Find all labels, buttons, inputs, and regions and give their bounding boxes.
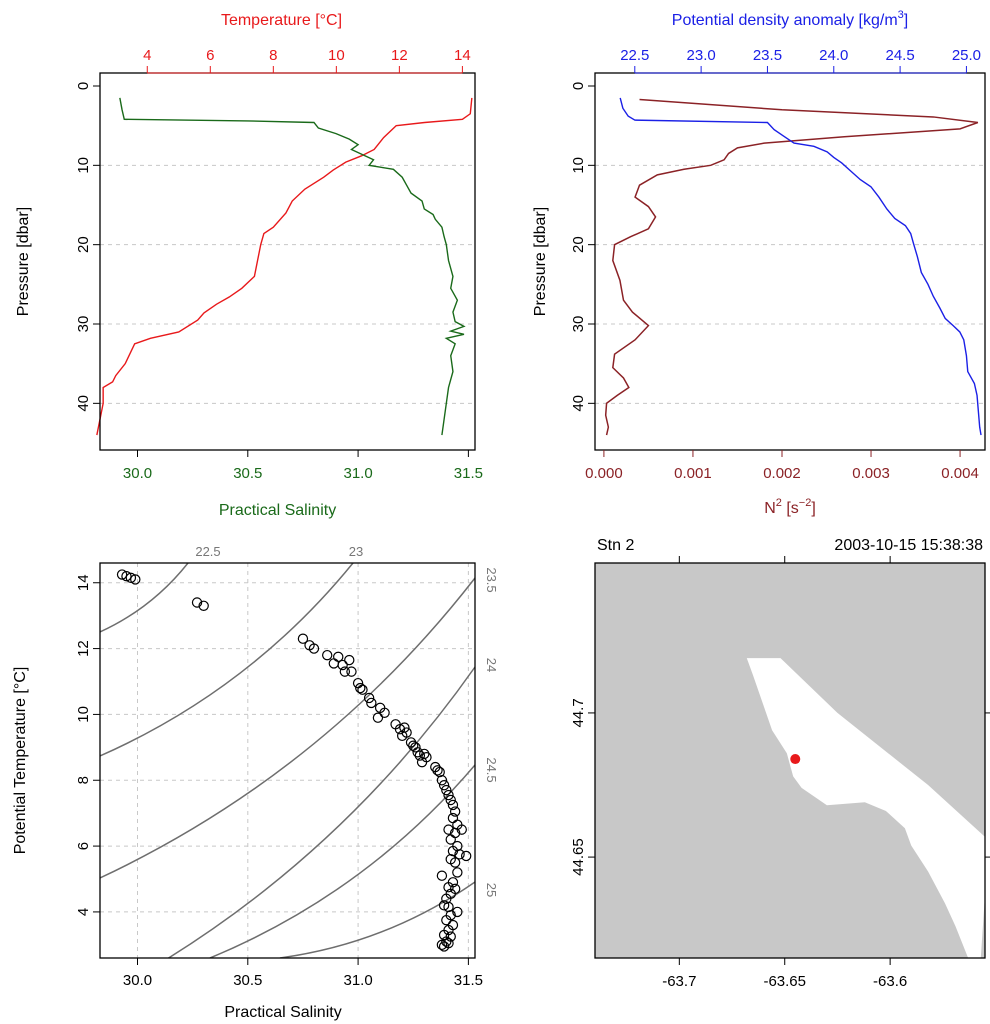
y-tick-label: 10 xyxy=(75,706,92,723)
y-tick-label: 8 xyxy=(75,776,92,784)
bottom-axis-label: Practical Salinity xyxy=(219,502,336,519)
y-tick-label: 0 xyxy=(570,82,587,90)
y-tick-label: 40 xyxy=(570,395,587,412)
top-tick-label: 10 xyxy=(328,47,345,64)
top-tick-label: 6 xyxy=(206,47,214,64)
y-tick-label: 10 xyxy=(75,157,92,174)
data-point xyxy=(453,868,462,877)
bottom-tick-label: 0.001 xyxy=(674,465,712,482)
bottom-tick-label: 30.0 xyxy=(123,465,152,482)
series-line-salinity xyxy=(120,98,464,435)
y-axis-label: Potential Temperature [°C] xyxy=(12,667,29,855)
x-tick-label: 30.0 xyxy=(123,972,152,989)
x-tick-label: -63.7 xyxy=(662,973,696,990)
data-point xyxy=(345,656,354,665)
y-tick-label: 44.7 xyxy=(570,698,587,727)
isopycnal-label: 22.5 xyxy=(195,544,220,559)
top-tick-label: 8 xyxy=(269,47,277,64)
y-tick-label: 12 xyxy=(75,640,92,657)
station-marker xyxy=(790,754,800,764)
y-tick-label: 20 xyxy=(570,236,587,253)
x-tick-label: -63.65 xyxy=(763,973,806,990)
top-tick-label: 12 xyxy=(391,47,408,64)
top-tick-label: 23.0 xyxy=(687,47,716,64)
bottom-tick-label: 0.000 xyxy=(585,465,623,482)
station-datetime: 2003-10-15 15:38:38 xyxy=(834,537,983,554)
series-line-density xyxy=(620,98,981,435)
bottom-tick-label: 31.0 xyxy=(343,465,372,482)
y-tick-label: 0 xyxy=(75,82,92,90)
isopycnal-label: 24.5 xyxy=(484,757,499,782)
data-point xyxy=(462,851,471,860)
x-tick-label: 30.5 xyxy=(233,972,262,989)
y-tick-label: 10 xyxy=(570,157,587,174)
y-tick-label: 6 xyxy=(75,842,92,850)
top-tick-label: 4 xyxy=(143,47,151,64)
data-point xyxy=(437,871,446,880)
bottom-axis-label-sup2: −2 xyxy=(799,497,812,509)
y-tick-label: 40 xyxy=(75,395,92,412)
bottom-axis-label-close: ] xyxy=(811,500,815,517)
bottom-axis-label-mid: [s xyxy=(782,500,799,517)
top-axis-label-end: ] xyxy=(904,12,908,29)
isopycnal-line xyxy=(100,667,475,998)
data-point xyxy=(347,667,356,676)
isopycnal-label: 25 xyxy=(484,883,499,897)
bottom-tick-label: 30.5 xyxy=(233,465,262,482)
y-tick-label: 4 xyxy=(75,908,92,916)
isopycnal-label: 23.5 xyxy=(484,567,499,592)
y-axis-label: Pressure [dbar] xyxy=(15,207,32,316)
y-tick-label: 20 xyxy=(75,236,92,253)
data-point xyxy=(323,651,332,660)
y-tick-label: 14 xyxy=(75,574,92,591)
x-tick-label: -63.6 xyxy=(873,973,907,990)
top-axis-label: Potential density anomaly [kg/m3] xyxy=(672,9,908,29)
density-n2-profile: 0 10 20 30 40 Pressure [dbar] 22.5 23.0 23.5 24.0… xyxy=(532,9,985,517)
y-tick-label: 30 xyxy=(75,316,92,333)
y-tick-label: 44.65 xyxy=(570,838,587,876)
bottom-tick-label: 0.002 xyxy=(763,465,801,482)
plot-frame xyxy=(595,73,985,450)
isopycnal-label: 24 xyxy=(484,658,499,672)
x-tick-label: 31.0 xyxy=(343,972,372,989)
station-map: -63.7 -63.65 -63.6 44.7 44.65 Stn 2 2003-10-15… xyxy=(570,537,990,990)
y-tick-label: 30 xyxy=(570,316,587,333)
top-tick-label: 25.0 xyxy=(952,47,981,64)
y-axis-label: Pressure [dbar] xyxy=(532,207,549,316)
x-tick-label: 31.5 xyxy=(454,972,483,989)
bottom-tick-label: 0.003 xyxy=(852,465,890,482)
top-tick-label: 14 xyxy=(454,47,471,64)
isopycnal-label: 23 xyxy=(349,544,363,559)
ts-diagram: 22.5 23 23.5 24 24.5 25 30.0 30.5 31.0 31.5 Practi… xyxy=(12,544,499,1021)
bottom-axis-label: N2 [s−2] xyxy=(764,497,816,517)
bottom-tick-label: 0.004 xyxy=(941,465,979,482)
series-line-n2 xyxy=(606,99,978,435)
station-name: Stn 2 xyxy=(597,537,634,554)
top-tick-label: 23.5 xyxy=(753,47,782,64)
bottom-axis-label-n: N xyxy=(764,500,776,517)
isopycnal-line xyxy=(100,563,188,632)
top-axis-label: Temperature [°C] xyxy=(221,12,342,29)
bottom-tick-label: 31.5 xyxy=(454,465,483,482)
plot-frame xyxy=(100,73,475,450)
isopycnal-line xyxy=(210,765,475,958)
data-point xyxy=(373,713,382,722)
top-axis-label-text: Potential density anomaly [kg/m xyxy=(672,12,898,29)
top-tick-label: 22.5 xyxy=(620,47,649,64)
series-line-temperature xyxy=(97,98,472,435)
top-tick-label: 24.0 xyxy=(819,47,848,64)
data-point xyxy=(358,685,367,694)
temperature-salinity-profile: 0 10 20 30 40 Pressure [dbar] 4 6 8 10 12 14 Tempera… xyxy=(15,12,483,519)
top-tick-label: 24.5 xyxy=(886,47,915,64)
data-point xyxy=(329,659,338,668)
x-axis-label: Practical Salinity xyxy=(224,1004,341,1021)
